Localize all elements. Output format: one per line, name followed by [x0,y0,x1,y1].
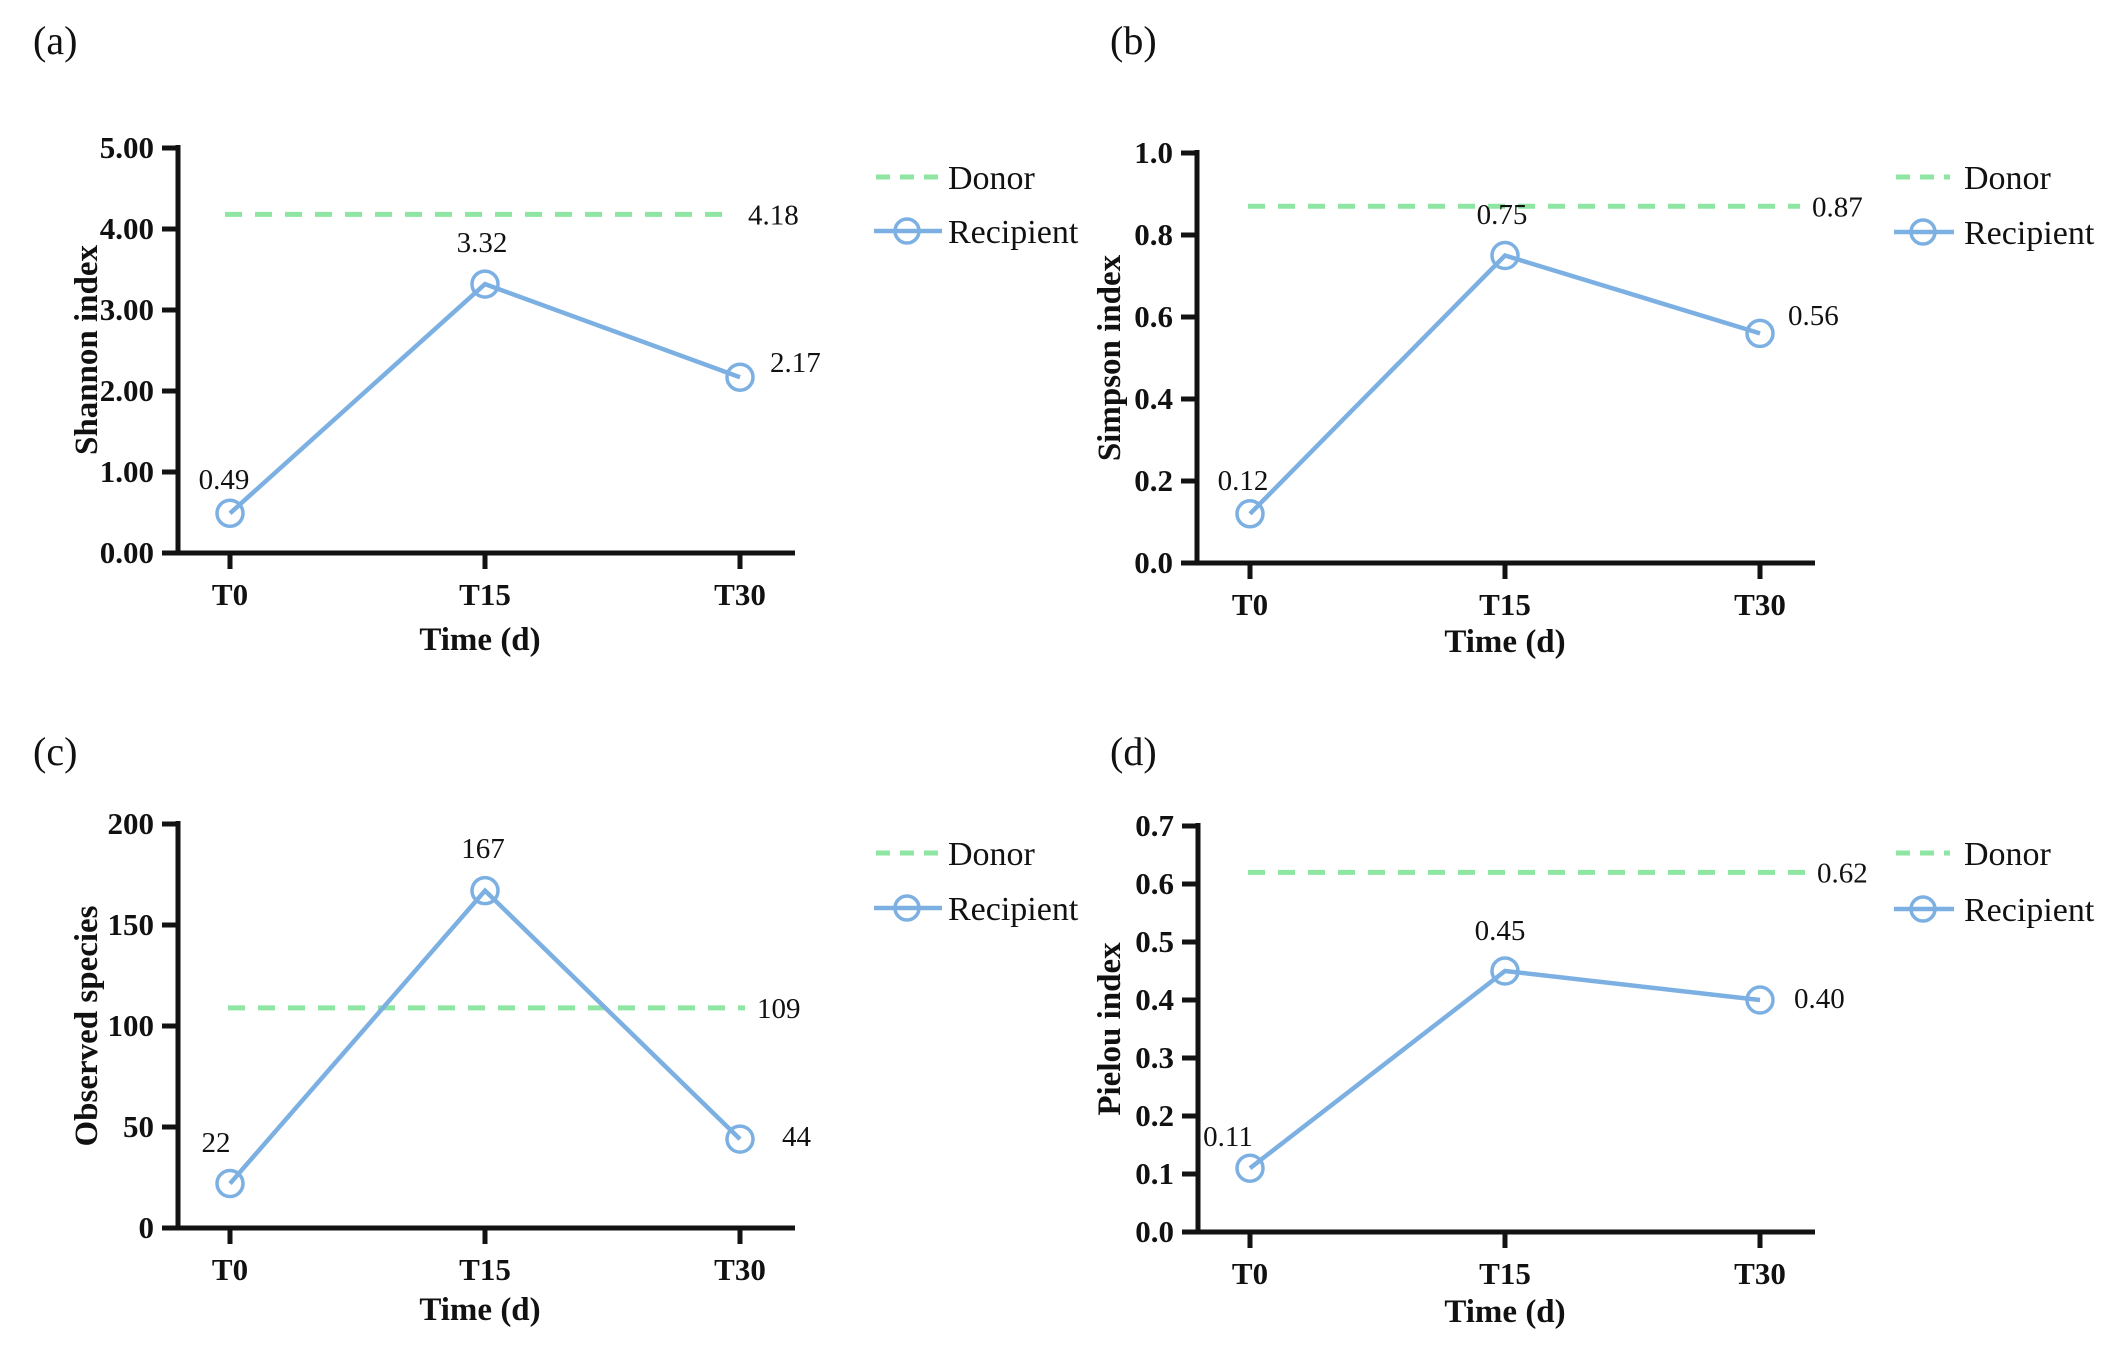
panel-b-x-axis-title: Time (d) [1444,624,1565,660]
panel-d-recipient-value-label: 0.45 [1475,915,1526,947]
panel-c-legend-recipient-label: Recipient [948,891,1079,928]
panel-b-recipient-marker [1235,499,1265,529]
panel-d-x-tick-label: T0 [1232,1256,1268,1291]
panel-c-y-tick-label: 50 [123,1109,154,1144]
panel-b-recipient-line [1248,252,1761,516]
panel-c-x-tick-label: T30 [714,1252,766,1287]
panel-a-recipient-value-label: 3.32 [457,227,508,259]
panel-c-x-tick-label: T15 [459,1252,511,1287]
panel-d-recipient-marker [1235,1153,1265,1183]
panel-c-recipient-value-label: 167 [461,833,505,865]
panel-a-donor-value-label: 4.18 [748,199,799,231]
panel-c-letter: (c) [33,729,77,774]
panel-d-legend-recipient-marker-icon [1909,895,1937,923]
panel-b-letter: (b) [1110,18,1157,63]
panel-a-y-tick-label: 2.00 [100,373,154,408]
panel-b-x-tick-label: T0 [1232,587,1268,622]
panel-d-x-tick-label: T30 [1734,1256,1786,1291]
panel-b-x-tick-label: T30 [1734,587,1786,622]
panel-d-recipient-value-label: 0.11 [1203,1121,1253,1153]
panel-d-letter: (d) [1110,729,1157,774]
panel-c-y-tick-label: 200 [108,806,155,841]
panel-c-recipient-marker [470,875,500,906]
panel-c-recipient-marker [215,1168,245,1199]
panel-a-y-tick-label: 0.00 [100,535,154,570]
panel-b-x-tick-label: T15 [1479,587,1531,622]
panel-d-recipient-marker [1745,985,1775,1015]
panel-d-legend-recipient-label: Recipient [1964,892,2095,929]
panel-a-x-tick-label: T15 [459,577,511,612]
panel-d-donor-value-label: 0.62 [1817,857,1868,889]
panel-b-y-tick-label: 0.2 [1134,463,1173,498]
panel-b-recipient-value-label: 0.75 [1477,199,1528,231]
panel-b-y-tick-label: 1.0 [1134,135,1173,170]
panel-d-recipient-marker [1490,956,1520,986]
panel-c-recipient-marker [725,1124,755,1154]
panel-b-recipient-value-label: 0.12 [1218,465,1269,497]
panel-a-recipient-marker [215,498,245,529]
panel-d-legend-donor-label: Donor [1964,836,2052,873]
panel-a-x-tick-label: T0 [212,577,248,612]
panel-c-y-axis-title: Observed species [69,905,105,1146]
panel-c-recipient-value-label: 44 [782,1121,812,1153]
panel-c-donor-value-label: 109 [757,993,801,1025]
panel-b-y-tick-label: 0.8 [1134,217,1173,252]
panel-c-x-axis-title: Time (d) [419,1292,540,1328]
panel-c-legend-recipient-marker-icon [893,894,921,922]
panel-a-legend-donor-label: Donor [948,160,1036,197]
panel-a-y-tick-label: 1.00 [100,454,154,489]
panel-a-recipient-line [228,281,741,515]
panel-a-recipient-value-label: 0.49 [199,464,250,496]
panel-c-x-tick-label: T0 [212,1252,248,1287]
panel-d-y-tick-label: 0.0 [1135,1214,1174,1249]
panel-d-y-tick-label: 0.5 [1135,924,1174,959]
panel-b-y-tick-label: 0.6 [1134,299,1173,334]
panel-b-recipient-marker [1745,318,1775,349]
panel-a-y-tick-label: 3.00 [100,292,154,327]
panel-d-y-tick-label: 0.3 [1135,1040,1174,1075]
panel-d-y-tick-label: 0.6 [1135,866,1174,901]
panel-a-y-tick-label: 4.00 [100,211,154,246]
panel-b-legend-recipient-marker-icon [1909,218,1937,246]
panel-a-recipient-marker [470,269,500,299]
panel-c-y-tick-label: 0 [139,1210,155,1245]
panel-a-recipient-value-label: 2.17 [770,347,821,379]
panel-d-x-axis-title: Time (d) [1444,1294,1565,1330]
panel-b-recipient-marker [1490,240,1520,271]
panel-c-recipient-value-label: 22 [202,1127,231,1159]
panel-d-recipient-value-label: 0.40 [1794,983,1845,1015]
panel-c-y-tick-label: 150 [108,907,155,942]
panel-c-recipient-line [228,887,742,1186]
panel-b-legend-recipient-label: Recipient [1964,215,2095,252]
panel-b-legend-donor-label: Donor [1964,160,2052,197]
panel-a-legend-recipient-label: Recipient [948,214,1079,251]
panel-b-y-axis-title: Simpson index [1092,254,1128,461]
panel-a-letter: (a) [33,18,77,63]
panel-a-y-tick-label: 5.00 [100,130,154,165]
panel-d-recipient-line [1248,968,1761,1170]
panel-a-legend-recipient-marker-icon [893,217,921,245]
panel-d-y-tick-label: 0.2 [1135,1098,1174,1133]
panel-d-x-tick-label: T15 [1479,1256,1531,1291]
panel-a-y-axis-title: Shannon index [69,244,105,455]
panel-b-y-tick-label: 0.0 [1134,545,1173,580]
panel-d-y-axis-title: Pielou index [1092,942,1128,1116]
panel-d-y-tick-label: 0.4 [1135,982,1174,1017]
panel-d-y-tick-label: 0.1 [1135,1156,1174,1191]
panel-a-x-tick-label: T30 [714,577,766,612]
panel-a-recipient-marker [725,362,755,392]
panel-d-y-tick-label: 0.7 [1135,808,1174,843]
panel-b-y-tick-label: 0.4 [1134,381,1173,416]
panel-c-legend-donor-label: Donor [948,836,1036,873]
panel-b-recipient-value-label: 0.56 [1788,300,1839,332]
panel-a-x-axis-title: Time (d) [419,622,540,658]
panel-c-y-tick-label: 100 [108,1008,155,1043]
panel-b-donor-value-label: 0.87 [1812,191,1863,223]
